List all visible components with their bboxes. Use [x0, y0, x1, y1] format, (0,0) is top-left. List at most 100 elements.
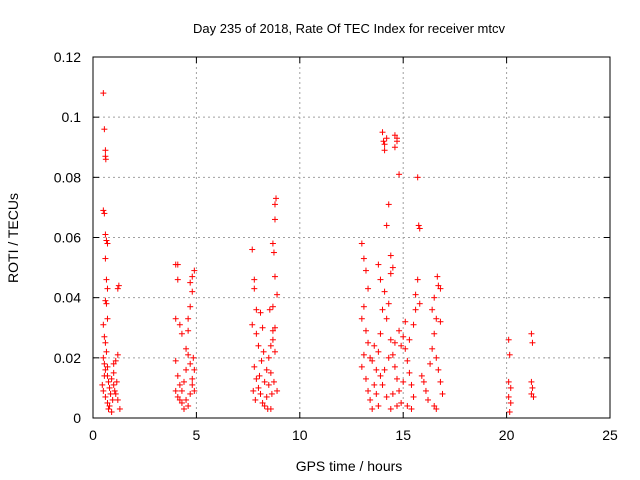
- data-point: [176, 321, 183, 328]
- x-tick-label: 0: [89, 427, 97, 443]
- data-point: [377, 276, 384, 283]
- data-point: [387, 405, 394, 412]
- data-point: [103, 348, 110, 355]
- data-point: [187, 279, 194, 286]
- data-point: [433, 354, 440, 361]
- data-point: [530, 393, 537, 400]
- data-point: [189, 288, 196, 295]
- data-point: [431, 402, 438, 409]
- data-point: [185, 402, 192, 409]
- data-point: [269, 240, 276, 247]
- data-point: [391, 363, 398, 370]
- data-point: [172, 357, 179, 364]
- data-point: [102, 231, 109, 238]
- data-point: [191, 267, 198, 274]
- data-point: [110, 360, 117, 367]
- data-point: [358, 240, 365, 247]
- data-point: [178, 387, 185, 394]
- data-point: [271, 201, 278, 208]
- data-point: [102, 156, 109, 163]
- data-point: [414, 174, 421, 181]
- data-point: [110, 369, 117, 376]
- data-point: [506, 408, 513, 415]
- data-point: [115, 282, 122, 289]
- data-point: [383, 135, 390, 142]
- data-point: [391, 144, 398, 151]
- data-point: [102, 255, 109, 262]
- data-point: [371, 342, 378, 349]
- data-point: [114, 351, 121, 358]
- x-tick-label: 15: [395, 427, 411, 443]
- data-point: [101, 210, 108, 217]
- data-point: [178, 399, 185, 406]
- data-point: [375, 402, 382, 409]
- data-point: [187, 390, 194, 397]
- data-point: [102, 366, 109, 373]
- data-point: [398, 399, 405, 406]
- data-point: [172, 315, 179, 322]
- data-point: [391, 132, 398, 139]
- data-point: [365, 285, 372, 292]
- data-point: [180, 405, 187, 412]
- data-point: [267, 342, 274, 349]
- data-point: [369, 357, 376, 364]
- data-point: [102, 393, 109, 400]
- data-point: [505, 393, 512, 400]
- x-tick-label: 25: [602, 427, 618, 443]
- data-point: [250, 387, 257, 394]
- data-point: [383, 222, 390, 229]
- data-point: [187, 303, 194, 310]
- data-point: [176, 396, 183, 403]
- data-point: [102, 147, 109, 154]
- data-point: [253, 330, 260, 337]
- data-point: [105, 378, 112, 385]
- data-point: [111, 387, 118, 394]
- data-point: [190, 354, 197, 361]
- data-point: [393, 402, 400, 409]
- data-point: [375, 261, 382, 268]
- data-point: [183, 366, 190, 373]
- data-point: [271, 216, 278, 223]
- data-point: [381, 147, 388, 154]
- data-point: [103, 237, 110, 244]
- data-point: [106, 402, 113, 409]
- data-point: [406, 336, 413, 343]
- data-point: [259, 399, 266, 406]
- data-point: [183, 396, 190, 403]
- data-point: [360, 255, 367, 262]
- data-point: [396, 387, 403, 394]
- data-point: [369, 405, 376, 412]
- data-point: [389, 390, 396, 397]
- data-point: [365, 387, 372, 394]
- data-point: [101, 360, 108, 367]
- data-point: [433, 315, 440, 322]
- grid: [93, 57, 610, 418]
- data-point: [367, 396, 374, 403]
- data-point: [418, 372, 425, 379]
- data-point: [377, 372, 384, 379]
- data-point: [178, 330, 185, 337]
- y-tick-label: 0.1: [62, 109, 82, 125]
- data-point: [383, 393, 390, 400]
- data-point: [108, 375, 115, 382]
- data-point: [252, 396, 259, 403]
- data-point: [185, 327, 192, 334]
- data-point: [358, 363, 365, 370]
- data-point: [269, 336, 276, 343]
- data-point: [116, 405, 123, 412]
- data-point: [425, 396, 432, 403]
- data-point: [396, 171, 403, 178]
- data-point: [406, 369, 413, 376]
- data-point: [189, 273, 196, 280]
- data-point: [360, 303, 367, 310]
- data-point: [185, 315, 192, 322]
- data-point: [265, 354, 272, 361]
- data-point: [101, 372, 108, 379]
- data-point: [269, 327, 276, 334]
- data-point: [414, 276, 421, 283]
- data-points: [99, 90, 537, 415]
- data-point: [102, 297, 109, 304]
- data-point: [260, 348, 267, 355]
- data-point: [400, 333, 407, 340]
